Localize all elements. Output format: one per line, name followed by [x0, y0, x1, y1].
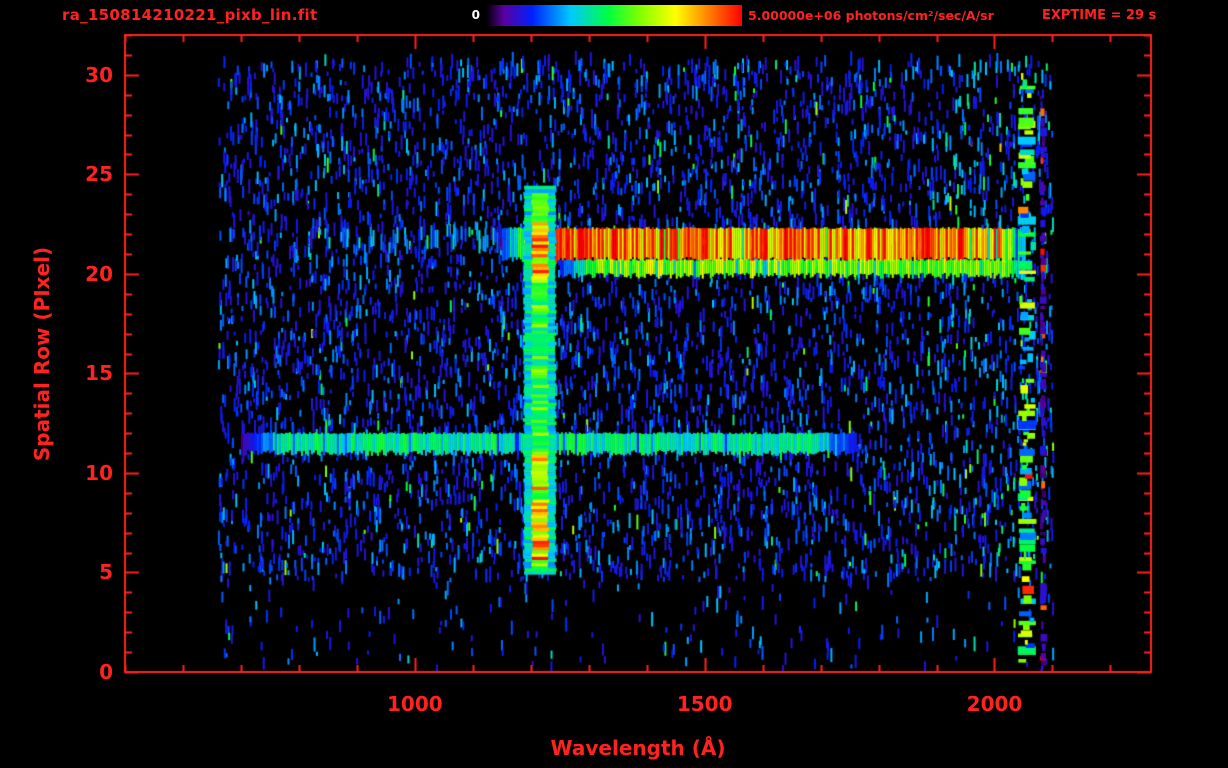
x-axis-title: Wavelength (Å) [550, 736, 726, 760]
y-axis-title: Spatial Row (PIxel) [30, 246, 54, 462]
colorbar-min-label: 0 [471, 8, 480, 22]
filename-title: ra_150814210221_pixb_lin.fit [62, 6, 318, 24]
colorbar-gradient [486, 5, 742, 26]
exptime-label: EXPTIME = 29 s [1042, 8, 1157, 23]
colorbar-max-label: 5.00000e+06 photons/cm²/sec/A/sr [748, 8, 994, 23]
